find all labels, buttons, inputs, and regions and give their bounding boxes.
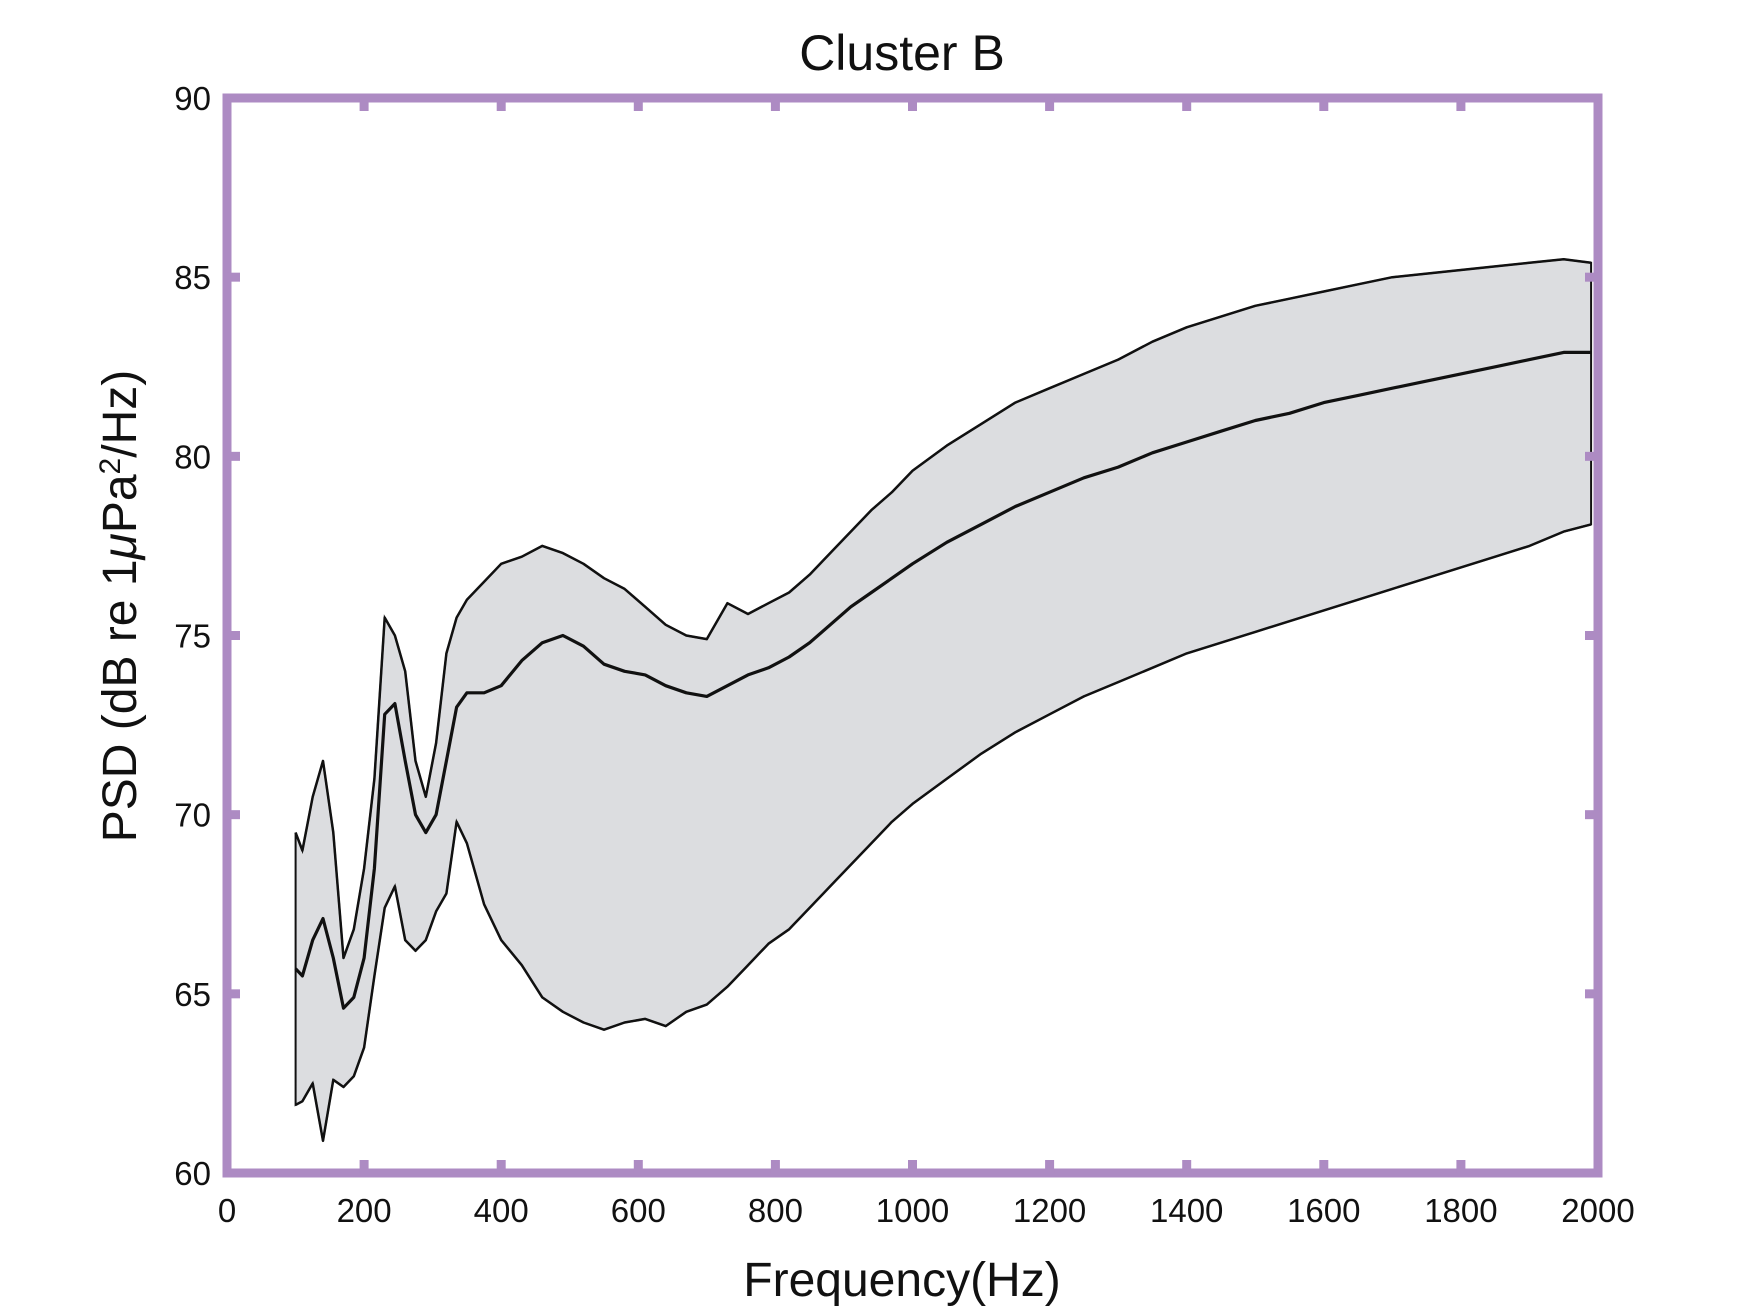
y-axis-label-tail: /Hz) xyxy=(94,370,147,458)
x-tick-label: 1200 xyxy=(1013,1192,1086,1229)
lower-line xyxy=(295,523,1592,1143)
y-axis-label: PSD (dB re 1μPa2/Hz) xyxy=(94,370,148,842)
x-tick-label: 2000 xyxy=(1561,1192,1634,1229)
y-tick-label: 75 xyxy=(174,618,211,655)
y-axis-label-pa: Pa xyxy=(94,474,147,533)
median-line xyxy=(294,350,1592,1010)
y-axis-label-main: PSD (dB re 1 xyxy=(94,559,147,842)
y-axis-label-mu: μ xyxy=(94,533,147,561)
x-axis-label: Frequency(Hz) xyxy=(743,1254,1060,1307)
y-tick-label: 60 xyxy=(174,1155,211,1192)
percentile-band xyxy=(294,258,1593,1141)
tick-labels: 0 200 400 600 800 1000 1200 1400 1600 1800 2000 60 6… xyxy=(174,80,1634,1229)
y-tick-label: 65 xyxy=(174,976,211,1013)
chart-title: Cluster B xyxy=(799,25,1005,81)
x-tick-label: 800 xyxy=(748,1192,803,1229)
x-tick-label: 1600 xyxy=(1287,1192,1360,1229)
upper-line xyxy=(294,258,1592,960)
x-tick-label: 1400 xyxy=(1150,1192,1223,1229)
x-tick-label: 0 xyxy=(218,1192,236,1229)
y-axis-label-group: PSD (dB re 1μPa2/Hz) xyxy=(94,370,148,842)
x-tick-label: 600 xyxy=(611,1192,666,1229)
x-tick-label: 200 xyxy=(337,1192,392,1229)
tick-marks xyxy=(222,93,1603,1178)
plot-layer xyxy=(294,258,1593,1143)
y-tick-label: 70 xyxy=(174,797,211,834)
x-tick-label: 400 xyxy=(474,1192,529,1229)
x-tick-label: 1800 xyxy=(1424,1192,1497,1229)
y-tick-label: 90 xyxy=(174,80,211,117)
y-tick-label: 80 xyxy=(174,438,211,475)
y-axis-label-superscript: 2 xyxy=(94,458,127,475)
x-tick-label: 1000 xyxy=(876,1192,949,1229)
y-tick-label: 85 xyxy=(174,259,211,296)
